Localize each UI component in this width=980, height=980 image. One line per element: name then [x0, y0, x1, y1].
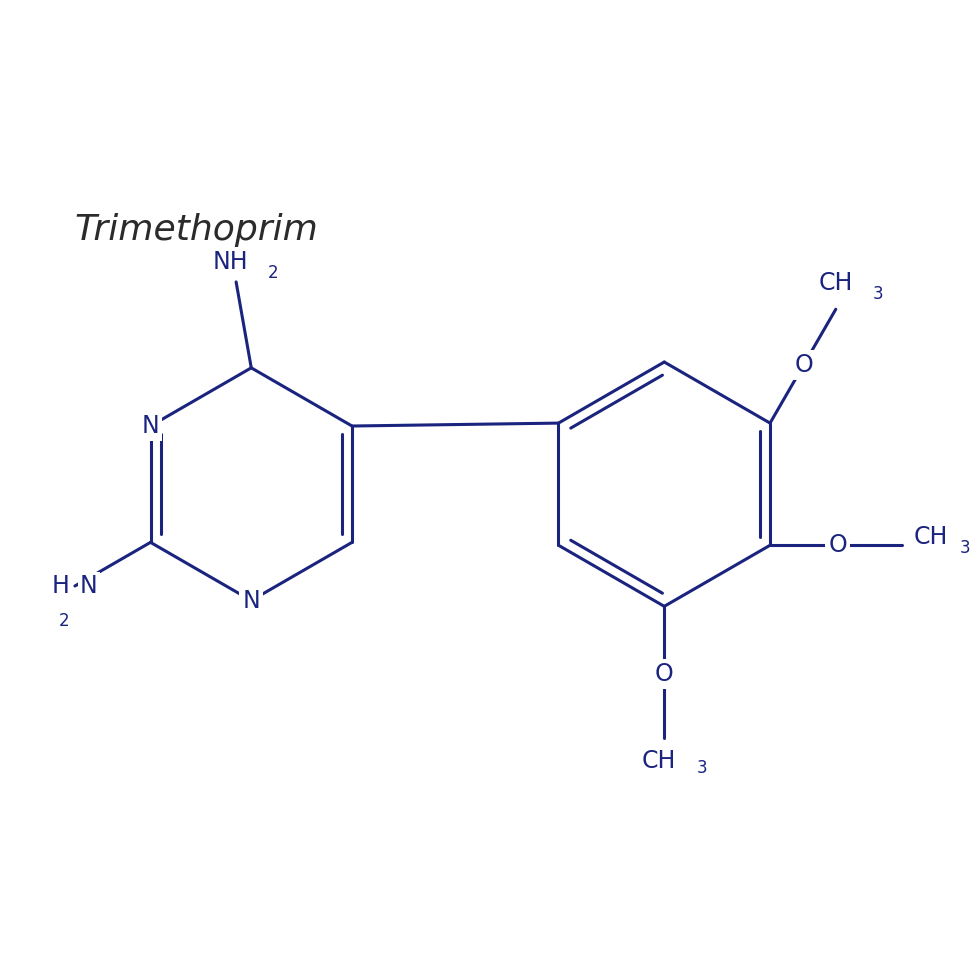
Text: O: O	[828, 533, 847, 558]
Text: 3: 3	[873, 285, 884, 304]
Text: 3: 3	[697, 759, 708, 777]
Text: NH: NH	[213, 250, 248, 273]
Text: 2: 2	[59, 612, 70, 629]
Text: Trimethoprim: Trimethoprim	[74, 213, 318, 247]
Text: N: N	[242, 589, 260, 612]
Text: CH: CH	[818, 271, 853, 295]
Text: O: O	[655, 662, 673, 686]
Text: N: N	[142, 414, 160, 438]
Text: 2: 2	[268, 264, 278, 282]
Text: 3: 3	[959, 539, 970, 557]
Text: CH: CH	[913, 525, 948, 549]
Text: H: H	[51, 574, 70, 598]
Text: O: O	[795, 353, 813, 376]
Text: CH: CH	[641, 750, 675, 773]
Text: N: N	[80, 574, 98, 598]
